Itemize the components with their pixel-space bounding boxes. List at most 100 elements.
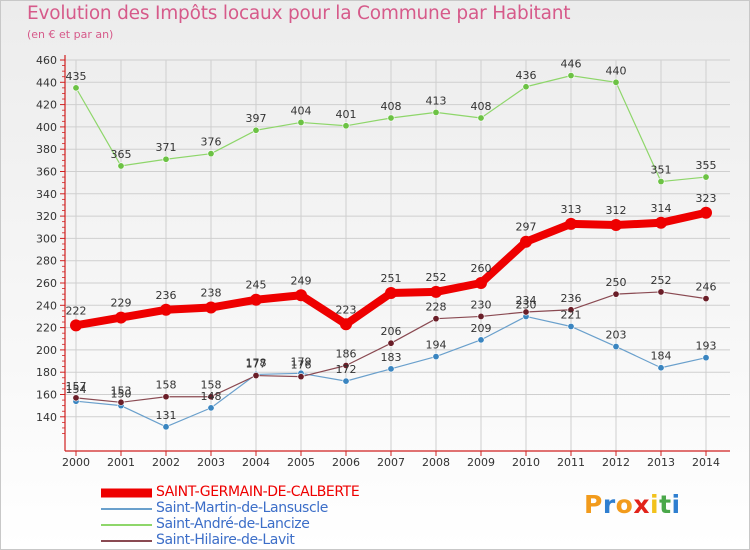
x-tick-label: 2004 [242,456,270,469]
data-point [387,114,395,122]
data-point [612,343,620,351]
data-label: 312 [606,204,627,217]
data-point [205,301,217,314]
data-label: 401 [336,108,357,121]
data-label: 172 [336,363,357,376]
data-label: 376 [201,136,222,149]
data-label: 186 [336,348,357,361]
data-label: 183 [381,351,402,364]
data-label: 131 [156,409,177,422]
data-label: 176 [291,359,312,372]
data-label: 436 [516,69,537,82]
data-point [567,322,575,330]
data-label: 177 [246,358,267,371]
data-label: 179 [291,355,312,368]
data-point [477,114,485,122]
x-tick-label: 2005 [287,456,315,469]
data-point [117,162,125,170]
data-point [207,404,215,412]
data-point [117,398,125,406]
y-tick-label: 460 [36,54,57,67]
data-label: 193 [696,340,717,353]
legend-label: SAINT-GERMAIN-DE-CALBERTE [156,484,360,500]
chart-title: Evolution des Impôts locaux pour la Comm… [27,3,571,24]
data-point [387,339,395,347]
data-point [567,306,575,314]
x-tick-label: 2010 [512,456,540,469]
data-point [160,303,172,316]
data-label: 236 [561,292,582,305]
data-label: 234 [516,294,537,307]
x-tick-label: 2009 [467,456,495,469]
x-tick-label: 2000 [62,456,90,469]
y-tick-label: 400 [36,121,57,134]
x-tick-label: 2008 [422,456,450,469]
label-layer: 154 150 131 148 178 179 172 183 194 209 230 221 203 1… [66,58,717,422]
data-point [702,295,710,303]
data-label: 154 [66,383,87,396]
data-point [252,372,260,380]
data-point [702,173,710,181]
y-tick-label: 260 [36,277,57,290]
data-point [565,217,577,230]
data-label: 245 [246,279,267,292]
data-point [657,178,665,186]
data-label: 250 [606,276,627,289]
y-tick-label: 300 [36,232,57,245]
legend-label: Saint-Martin-de-Lansuscle [156,500,328,516]
y-tick-label: 200 [36,344,57,357]
data-label: 446 [561,58,582,71]
data-point [115,311,127,324]
data-label: 260 [471,262,492,275]
data-label: 230 [516,298,537,311]
legend-label: Saint-André-de-Lancize [156,516,310,532]
legend-layer [101,488,152,542]
data-point [385,287,397,300]
data-point [612,290,620,298]
axis-layer: 140 160 180 200 220 240 260 280 300 320 340 360 380 4… [36,54,730,469]
data-point [207,393,215,401]
y-tick-label: 280 [36,255,57,268]
data-label: 251 [381,272,402,285]
data-label: 252 [651,274,672,287]
data-label: 404 [291,104,312,117]
data-point [342,362,350,370]
data-point [522,83,530,91]
data-label: 228 [426,301,447,314]
legend-label: Saint-Hilaire-de-Lavit [156,532,295,548]
data-point [477,312,485,320]
data-point [252,126,260,134]
data-label: 194 [426,339,447,352]
x-tick-label: 2002 [152,456,180,469]
data-point [612,78,620,86]
data-label: 371 [156,141,177,154]
data-label: 408 [471,100,492,113]
data-label: 236 [156,289,177,302]
y-tick-label: 220 [36,322,57,335]
data-point [432,108,440,116]
y-tick-label: 240 [36,299,57,312]
data-point [297,118,305,126]
data-label: 313 [561,203,582,216]
data-label: 222 [66,304,87,317]
data-label: 297 [516,221,537,234]
data-point [657,364,665,372]
y-tick-label: 440 [36,76,57,89]
data-label: 413 [426,94,447,107]
data-label: 229 [111,297,132,310]
data-point [162,155,170,163]
data-point [432,353,440,361]
x-tick-label: 2003 [197,456,225,469]
data-point [657,288,665,296]
data-label: 397 [246,112,267,125]
data-point [250,293,262,306]
data-point [475,277,487,289]
data-label: 230 [471,298,492,311]
data-point [207,150,215,158]
x-tick-label: 2001 [107,456,135,469]
data-point [162,423,170,431]
data-label: 153 [111,384,132,397]
data-label: 323 [696,192,717,205]
data-label: 148 [201,390,222,403]
